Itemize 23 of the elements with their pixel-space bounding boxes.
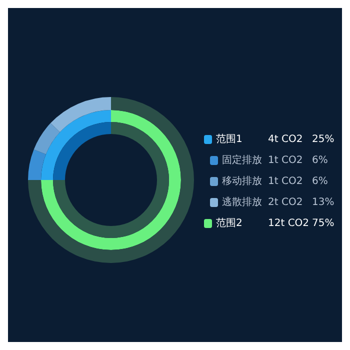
donut-slice: [50, 97, 111, 132]
donut-slice: [41, 110, 181, 250]
text: 1t CO2: [268, 176, 304, 186]
text: 12t CO2: [268, 218, 310, 228]
data-label: 6%: [312, 176, 328, 186]
data-label: 13%: [312, 196, 334, 208]
text: 4t CO2: [268, 134, 304, 144]
text: 1t CO2: [268, 154, 304, 166]
legend-label: 移动排放: [222, 174, 263, 188]
donut-slice: [34, 123, 60, 154]
text: 2t CO2: [268, 196, 304, 208]
data-label: 25%: [312, 134, 334, 144]
legend-label: 范围1: [216, 132, 244, 146]
donut-slice: [41, 110, 111, 180]
data-label: 6%: [312, 154, 328, 166]
legend-label: 逃散排放: [222, 196, 263, 209]
donut-slice: [53, 122, 169, 238]
data-label: 75%: [312, 218, 334, 228]
legend-label: 范围2: [216, 216, 244, 230]
legend-label: 固定排放: [222, 154, 263, 167]
donut-slice: [53, 122, 111, 180]
donut-slice: [28, 97, 194, 263]
donut-slice: [28, 149, 46, 180]
